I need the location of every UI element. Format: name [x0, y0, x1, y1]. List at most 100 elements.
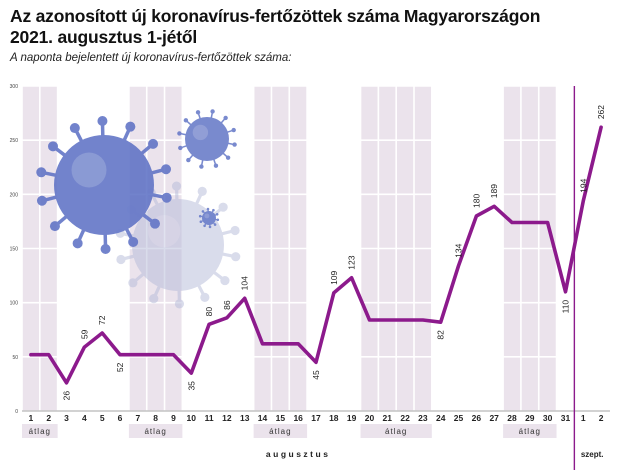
- virus-spike-tip: [220, 275, 230, 286]
- virus-spike-tip: [186, 157, 191, 163]
- average-label: átlag: [144, 427, 166, 436]
- data-label: 35: [186, 381, 196, 391]
- virus-highlight: [192, 124, 209, 141]
- x-tick-label: 15: [276, 413, 286, 423]
- virus-body: [54, 135, 154, 235]
- virus-spike-tip: [171, 181, 182, 191]
- page-title: Az azonosított új koronavírus-fertőzötte…: [10, 6, 540, 48]
- virus-highlight: [71, 152, 107, 188]
- virus-spike: [194, 279, 207, 299]
- x-tick-label: 24: [436, 413, 446, 423]
- virus-spike-tip: [213, 223, 217, 226]
- virus-spike-tip: [36, 195, 47, 206]
- data-label: 134: [454, 243, 464, 257]
- x-tick-label: 25: [454, 413, 464, 423]
- virus-spike: [120, 253, 141, 262]
- average-label-band-4: [360, 424, 432, 438]
- x-tick-label: 2: [46, 413, 51, 423]
- x-tick-label: 4: [82, 413, 87, 423]
- virus-medium-icon: [177, 109, 237, 169]
- x-tick-label: 11: [205, 413, 214, 423]
- average-label-band-5: [503, 424, 557, 438]
- x-axis: 1 2 3 4 5 6 7 8 9 10 11 12 13 14 15 16 17 18 19 20 21 22 23 24 2…: [29, 413, 604, 459]
- average-label: átlag: [29, 427, 51, 436]
- data-label: 86: [222, 300, 232, 310]
- virus-spike-tip: [199, 164, 204, 169]
- virus-spike-tip: [161, 192, 172, 203]
- x-tick-label: 20: [365, 413, 375, 423]
- virus-spike-tip: [230, 225, 240, 236]
- data-label: 52: [115, 362, 125, 372]
- y-tick-label: 200: [10, 192, 19, 198]
- virus-spike-tip: [206, 207, 210, 211]
- x-tick-label: 31: [561, 413, 571, 423]
- virus-spike-tip: [49, 221, 60, 232]
- virus-spike-tip: [203, 224, 206, 228]
- x-tick-label: 2: [599, 413, 604, 423]
- x-tick-label: 3: [64, 413, 69, 423]
- virus-spike: [216, 251, 237, 259]
- data-label: 123: [347, 255, 357, 269]
- x-tick-label: 19: [347, 413, 357, 423]
- virus-spike-tip: [128, 236, 139, 247]
- virus-spike-tip: [125, 121, 136, 132]
- virus-spike-tip: [100, 243, 111, 254]
- x-tick-label: 28: [507, 413, 517, 423]
- month-label: szept.: [581, 450, 604, 459]
- y-tick-label: 150: [10, 247, 19, 253]
- average-label: átlag: [269, 427, 291, 436]
- average-label: átlag: [385, 427, 407, 436]
- virus-spike-tip: [232, 142, 237, 147]
- virus-spike-tip: [178, 145, 183, 151]
- average-label-band-1: [22, 424, 58, 438]
- virus-spike-tip: [183, 118, 189, 123]
- virus-spike-tip: [72, 238, 83, 249]
- virus-spike-tip: [48, 141, 59, 152]
- virus-spike: [208, 267, 226, 282]
- y-tick-label: 300: [10, 84, 19, 90]
- virus-spike-tip: [213, 163, 219, 168]
- virus-spike-tip: [36, 167, 47, 178]
- x-tick-label: 8: [153, 413, 158, 423]
- x-tick-label: 17: [311, 413, 321, 423]
- data-label: 26: [62, 391, 72, 401]
- data-label: 82: [436, 330, 446, 340]
- virus-large-icon: [36, 116, 172, 254]
- data-label: 59: [79, 329, 89, 339]
- virus-spike-tip: [174, 299, 185, 309]
- virus-spike-tip: [231, 127, 236, 133]
- data-labels: 26 59 72 52 35 80 86 104 45 109 123 82 134 180 189 110 1…: [62, 105, 607, 401]
- data-label: 194: [578, 178, 588, 192]
- x-tick-label: 16: [293, 413, 303, 423]
- virus-body: [185, 117, 229, 161]
- title-line-1: Az azonosított új koronavírus-fertőzötte…: [10, 6, 541, 26]
- virus-spike-tip: [161, 164, 172, 175]
- virus-spike-tip: [200, 292, 210, 303]
- virus-spike: [192, 190, 204, 211]
- virus-spike-tip: [177, 131, 182, 136]
- x-tick-label: 1: [581, 413, 586, 423]
- x-tick-label: 5: [100, 413, 105, 423]
- virus-highlight: [204, 213, 210, 219]
- axis: 0 50 100 150 200 250 300: [10, 84, 610, 470]
- x-tick-label: 10: [187, 413, 197, 423]
- x-tick-label: 21: [383, 413, 393, 423]
- y-tick-label: 100: [10, 301, 19, 307]
- virus-spike-tip: [197, 186, 207, 196]
- series-line: [29, 125, 603, 385]
- x-tick-label: 1: [29, 413, 34, 423]
- x-tick-label: 9: [171, 413, 176, 423]
- x-tick-label: 6: [118, 413, 123, 423]
- y-tick-label: 50: [12, 355, 18, 361]
- virus-spike: [215, 228, 236, 237]
- virus-spike-tip: [208, 225, 212, 229]
- virus-spike-tip: [69, 123, 80, 134]
- average-label-band-3: [253, 424, 308, 438]
- virus-spike-tip: [223, 115, 228, 121]
- x-tick-label: 22: [400, 413, 410, 423]
- data-label: 104: [240, 276, 250, 290]
- x-tick-label: 18: [329, 413, 339, 423]
- virus-spike-tip: [215, 212, 219, 216]
- virus-spike-tip: [195, 110, 201, 115]
